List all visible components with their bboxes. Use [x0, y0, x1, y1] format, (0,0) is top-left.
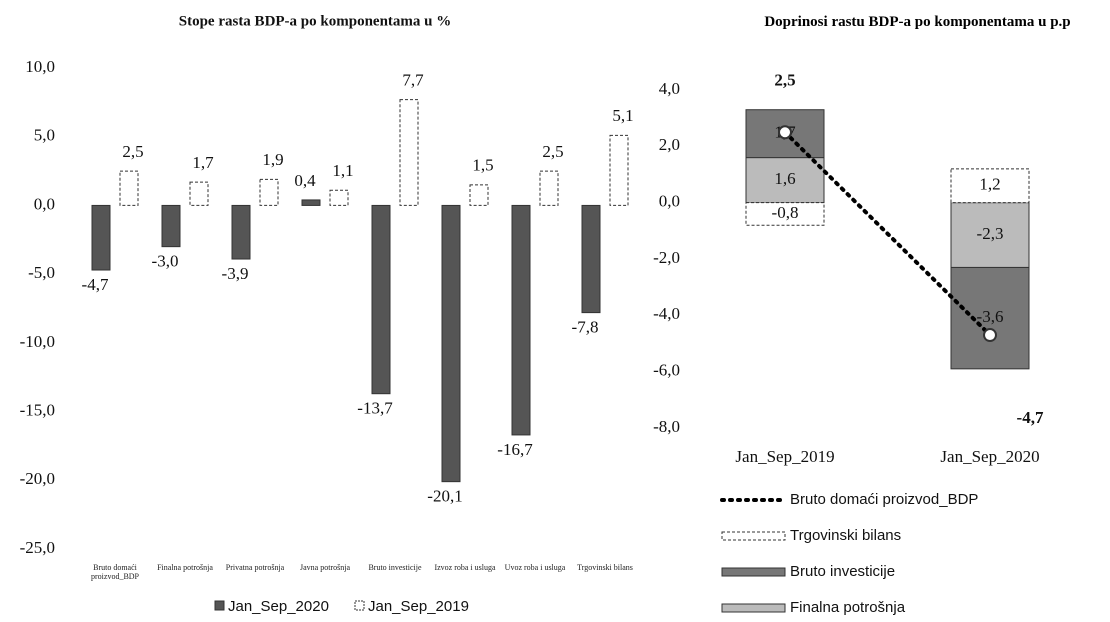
- bar: [441, 204, 461, 483]
- data-label: 1,2: [979, 175, 1000, 194]
- y-tick-label: -6,0: [653, 361, 680, 380]
- legend-label: Bruto domaći proizvod_BDP: [790, 491, 978, 508]
- y-tick-label: -15,0: [20, 400, 55, 419]
- y-tick-label: -4,0: [653, 304, 680, 323]
- legend-label: Bruto investicije: [790, 563, 895, 580]
- data-label: 2,5: [774, 71, 795, 90]
- line: [783, 130, 992, 338]
- x-tick-label: Finalna potrošnja: [157, 563, 213, 572]
- data-label: -2,3: [977, 224, 1004, 243]
- y-tick-label: 4,0: [659, 79, 680, 98]
- bar-segment: [745, 202, 825, 226]
- bar: [301, 199, 321, 206]
- chart-title: Stope rasta BDP-a po komponentama u %: [179, 13, 452, 29]
- x-tick-label: Izvoz roba i usluga: [434, 563, 496, 572]
- x-tick-label: Bruto investicije: [368, 563, 422, 572]
- x-tick-label: Jan_Sep_2019: [735, 447, 834, 466]
- data-label: -7,8: [572, 318, 599, 337]
- bar: [161, 204, 181, 248]
- data-label: 1,6: [774, 169, 795, 188]
- y-tick-label: 0,0: [34, 194, 55, 213]
- data-label: -4,7: [1017, 408, 1044, 427]
- data-label: 1,7: [192, 153, 214, 172]
- bar: [371, 204, 391, 395]
- y-tick-label: -8,0: [653, 417, 680, 436]
- data-label: 1,1: [332, 161, 353, 180]
- y-tick-label: 2,0: [659, 135, 680, 154]
- data-label: 1,5: [472, 156, 493, 175]
- x-tick-label: Bruto domaći proizvod_BDP: [91, 563, 139, 581]
- data-label: 0,4: [294, 171, 316, 190]
- data-label: 7,7: [402, 71, 424, 90]
- x-tick-label: Javna potrošnja: [300, 563, 350, 572]
- y-tick-label: 10,0: [25, 57, 55, 76]
- bar-segment: [745, 157, 825, 204]
- bar: [581, 204, 601, 314]
- chart-title: Doprinosi rastu BDP-a po komponentama u …: [764, 14, 1071, 30]
- y-tick-label: -20,0: [20, 469, 55, 488]
- line-marker: [778, 125, 792, 140]
- data-label: -20,1: [427, 487, 462, 506]
- bar: [119, 170, 139, 206]
- legend-label: Finalna potrošnja: [790, 599, 906, 616]
- x-tick-label: Jan_Sep_2020: [940, 447, 1039, 466]
- y-tick-label: 0,0: [659, 192, 680, 211]
- bar: [511, 204, 531, 436]
- y-tick-label: -2,0: [653, 248, 680, 267]
- bar: [469, 184, 489, 206]
- bar: [329, 189, 349, 206]
- bar-segment: [950, 168, 1030, 204]
- bar: [609, 134, 629, 206]
- y-tick-label: -25,0: [20, 538, 55, 557]
- data-label: -3,6: [977, 307, 1004, 326]
- data-label: -13,7: [357, 399, 393, 418]
- legend-swatch: [721, 531, 786, 541]
- x-tick-label: Privatna potrošnja: [225, 563, 285, 572]
- legend-label: Jan_Sep_2020: [228, 598, 329, 615]
- legend-swatch: [354, 600, 365, 611]
- bar: [399, 99, 419, 206]
- legend-label: Trgovinski bilans: [790, 527, 901, 544]
- bar-segment: [950, 202, 1030, 268]
- data-label: -3,0: [152, 252, 179, 271]
- y-tick-label: 5,0: [34, 126, 55, 145]
- data-label: 1,9: [262, 150, 283, 169]
- bar: [91, 204, 111, 271]
- bar: [259, 178, 279, 206]
- legend-label: Jan_Sep_2019: [368, 598, 469, 615]
- bar: [539, 170, 559, 206]
- data-label: -4,7: [82, 275, 109, 294]
- line-marker: [983, 328, 997, 343]
- legend-swatch: [214, 600, 225, 611]
- legend-swatch: [721, 603, 786, 613]
- bar: [189, 181, 209, 206]
- data-label: 2,5: [122, 142, 143, 161]
- x-tick-label: Uvoz roba i usluga: [504, 563, 566, 572]
- data-label: -3,9: [222, 264, 249, 283]
- data-label: 5,1: [612, 106, 633, 125]
- data-label: -0,8: [772, 203, 799, 222]
- legend-swatch: [721, 567, 786, 577]
- y-tick-label: -5,0: [28, 263, 55, 282]
- bar: [231, 204, 251, 260]
- data-label: -16,7: [497, 440, 533, 459]
- bar-segment: [950, 266, 1030, 370]
- x-tick-label: Trgovinski bilans: [577, 563, 633, 572]
- y-tick-label: -10,0: [20, 332, 55, 351]
- data-label: 2,5: [542, 142, 563, 161]
